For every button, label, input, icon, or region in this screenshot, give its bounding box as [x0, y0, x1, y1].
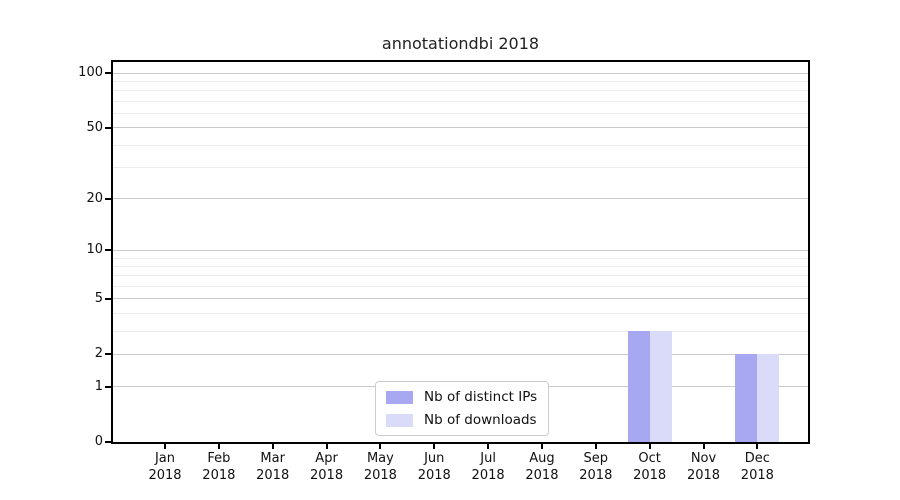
x-tick-label-month: Feb: [207, 451, 231, 466]
x-tick-label: Jul 2018: [448, 450, 528, 484]
x-tick-label-year: 2018: [740, 468, 774, 483]
x-tick-label-year: 2018: [148, 468, 182, 483]
x-tick-label-year: 2018: [310, 468, 344, 483]
x-tick-label: Feb 2018: [179, 450, 259, 484]
x-tick-label-month: Jun: [424, 451, 445, 466]
y-gridline-minor: [113, 265, 808, 267]
x-tick-label-month: Jan: [154, 451, 176, 466]
legend-swatch-downloads: [386, 413, 413, 427]
x-tick-label-month: Oct: [638, 451, 661, 466]
x-tick-label-month: May: [366, 451, 394, 466]
x-tick-label: May 2018: [340, 450, 420, 484]
x-tick: [702, 444, 705, 449]
y-gridline-major: [113, 353, 808, 355]
y-gridline-major: [113, 249, 808, 251]
legend-label-distinct-ips: Nb of distinct IPs: [424, 389, 538, 405]
y-tick-label: 0: [94, 434, 103, 449]
legend-swatch-distinct-ips: [386, 390, 413, 404]
y-gridline-minor: [113, 330, 808, 332]
x-tick-label-year: 2018: [525, 468, 559, 483]
x-tick-label-year: 2018: [363, 468, 397, 483]
x-tick-label-month: Jul: [480, 451, 496, 466]
plot-area: Nb of distinct IPs Nb of downloads: [111, 60, 810, 444]
y-tick: [105, 441, 111, 443]
x-tick: [271, 444, 274, 449]
x-tick-label-month: Sep: [583, 451, 609, 466]
x-tick-label-year: 2018: [686, 468, 721, 483]
y-gridline-minor: [113, 144, 808, 146]
x-tick: [648, 444, 651, 449]
bar-downloads: [649, 331, 672, 442]
y-tick-label: 20: [86, 190, 103, 206]
y-tick-label: 10: [86, 242, 103, 258]
x-tick-label-month: Nov: [690, 451, 717, 466]
x-tick: [540, 444, 543, 449]
x-tick: [487, 444, 490, 449]
bar-distinct-ips: [735, 354, 758, 442]
x-tick: [325, 444, 328, 449]
y-gridline-minor: [113, 257, 808, 259]
y-tick: [105, 385, 111, 388]
x-tick: [217, 444, 220, 449]
y-tick: [105, 126, 111, 129]
y-gridline-minor: [113, 81, 808, 83]
y-gridline-minor: [113, 90, 808, 92]
legend-label-downloads: Nb of downloads: [424, 412, 537, 428]
y-tick-label: 2: [94, 346, 103, 362]
y-gridline-major: [113, 298, 808, 300]
x-tick-label: Jun 2018: [394, 450, 474, 484]
bar-downloads: [757, 354, 780, 442]
x-tick-label-month: Dec: [744, 451, 770, 466]
y-gridline-minor: [113, 100, 808, 102]
y-tick: [105, 197, 111, 200]
x-tick-label: Dec 2018: [717, 450, 797, 484]
x-tick-label-month: Aug: [529, 451, 555, 466]
y-tick-label: 5: [94, 290, 103, 306]
x-tick: [756, 444, 759, 449]
y-gridline-minor: [113, 286, 808, 288]
x-tick-label-year: 2018: [417, 468, 451, 483]
x-tick-label-year: 2018: [471, 468, 505, 483]
x-tick-label: Mar 2018: [233, 450, 313, 484]
y-tick: [105, 353, 111, 356]
y-tick: [105, 297, 111, 300]
y-gridline-minor: [113, 113, 808, 114]
x-tick-label: Jan 2018: [125, 450, 205, 484]
x-tick-label: Aug 2018: [502, 450, 582, 484]
x-tick-label: Oct 2018: [610, 450, 690, 484]
x-tick-label-month: Mar: [260, 451, 285, 466]
y-gridline-minor: [113, 275, 808, 277]
x-tick-label-year: 2018: [633, 468, 667, 483]
y-tick: [105, 72, 111, 75]
x-tick: [594, 444, 597, 449]
x-tick-label-year: 2018: [202, 468, 236, 483]
bar-distinct-ips: [627, 331, 650, 442]
y-tick-label: 1: [94, 378, 103, 394]
legend: Nb of distinct IPs Nb of downloads: [375, 381, 550, 436]
x-tick: [379, 444, 382, 449]
y-tick: [105, 249, 111, 252]
x-tick-label: Sep 2018: [556, 450, 636, 484]
y-gridline-major: [113, 127, 808, 129]
y-gridline-minor: [113, 312, 808, 314]
legend-item-downloads: Nb of downloads: [386, 412, 537, 428]
x-tick-label: Nov 2018: [664, 450, 744, 484]
y-gridline-minor: [113, 167, 808, 169]
x-tick: [164, 444, 166, 449]
chart-title: annotationdbi 2018: [381, 34, 540, 53]
y-tick-label: 50: [86, 119, 103, 135]
legend-item-distinct-ips: Nb of distinct IPs: [386, 389, 537, 405]
x-tick: [433, 444, 436, 449]
y-gridline-major: [113, 72, 808, 74]
x-tick-label-year: 2018: [256, 468, 290, 483]
x-tick-label-month: Apr: [315, 451, 338, 466]
y-gridline-major: [113, 198, 808, 200]
x-tick-label: Apr 2018: [287, 450, 367, 484]
y-tick-label: 100: [78, 65, 103, 81]
x-tick-label-year: 2018: [579, 468, 613, 483]
